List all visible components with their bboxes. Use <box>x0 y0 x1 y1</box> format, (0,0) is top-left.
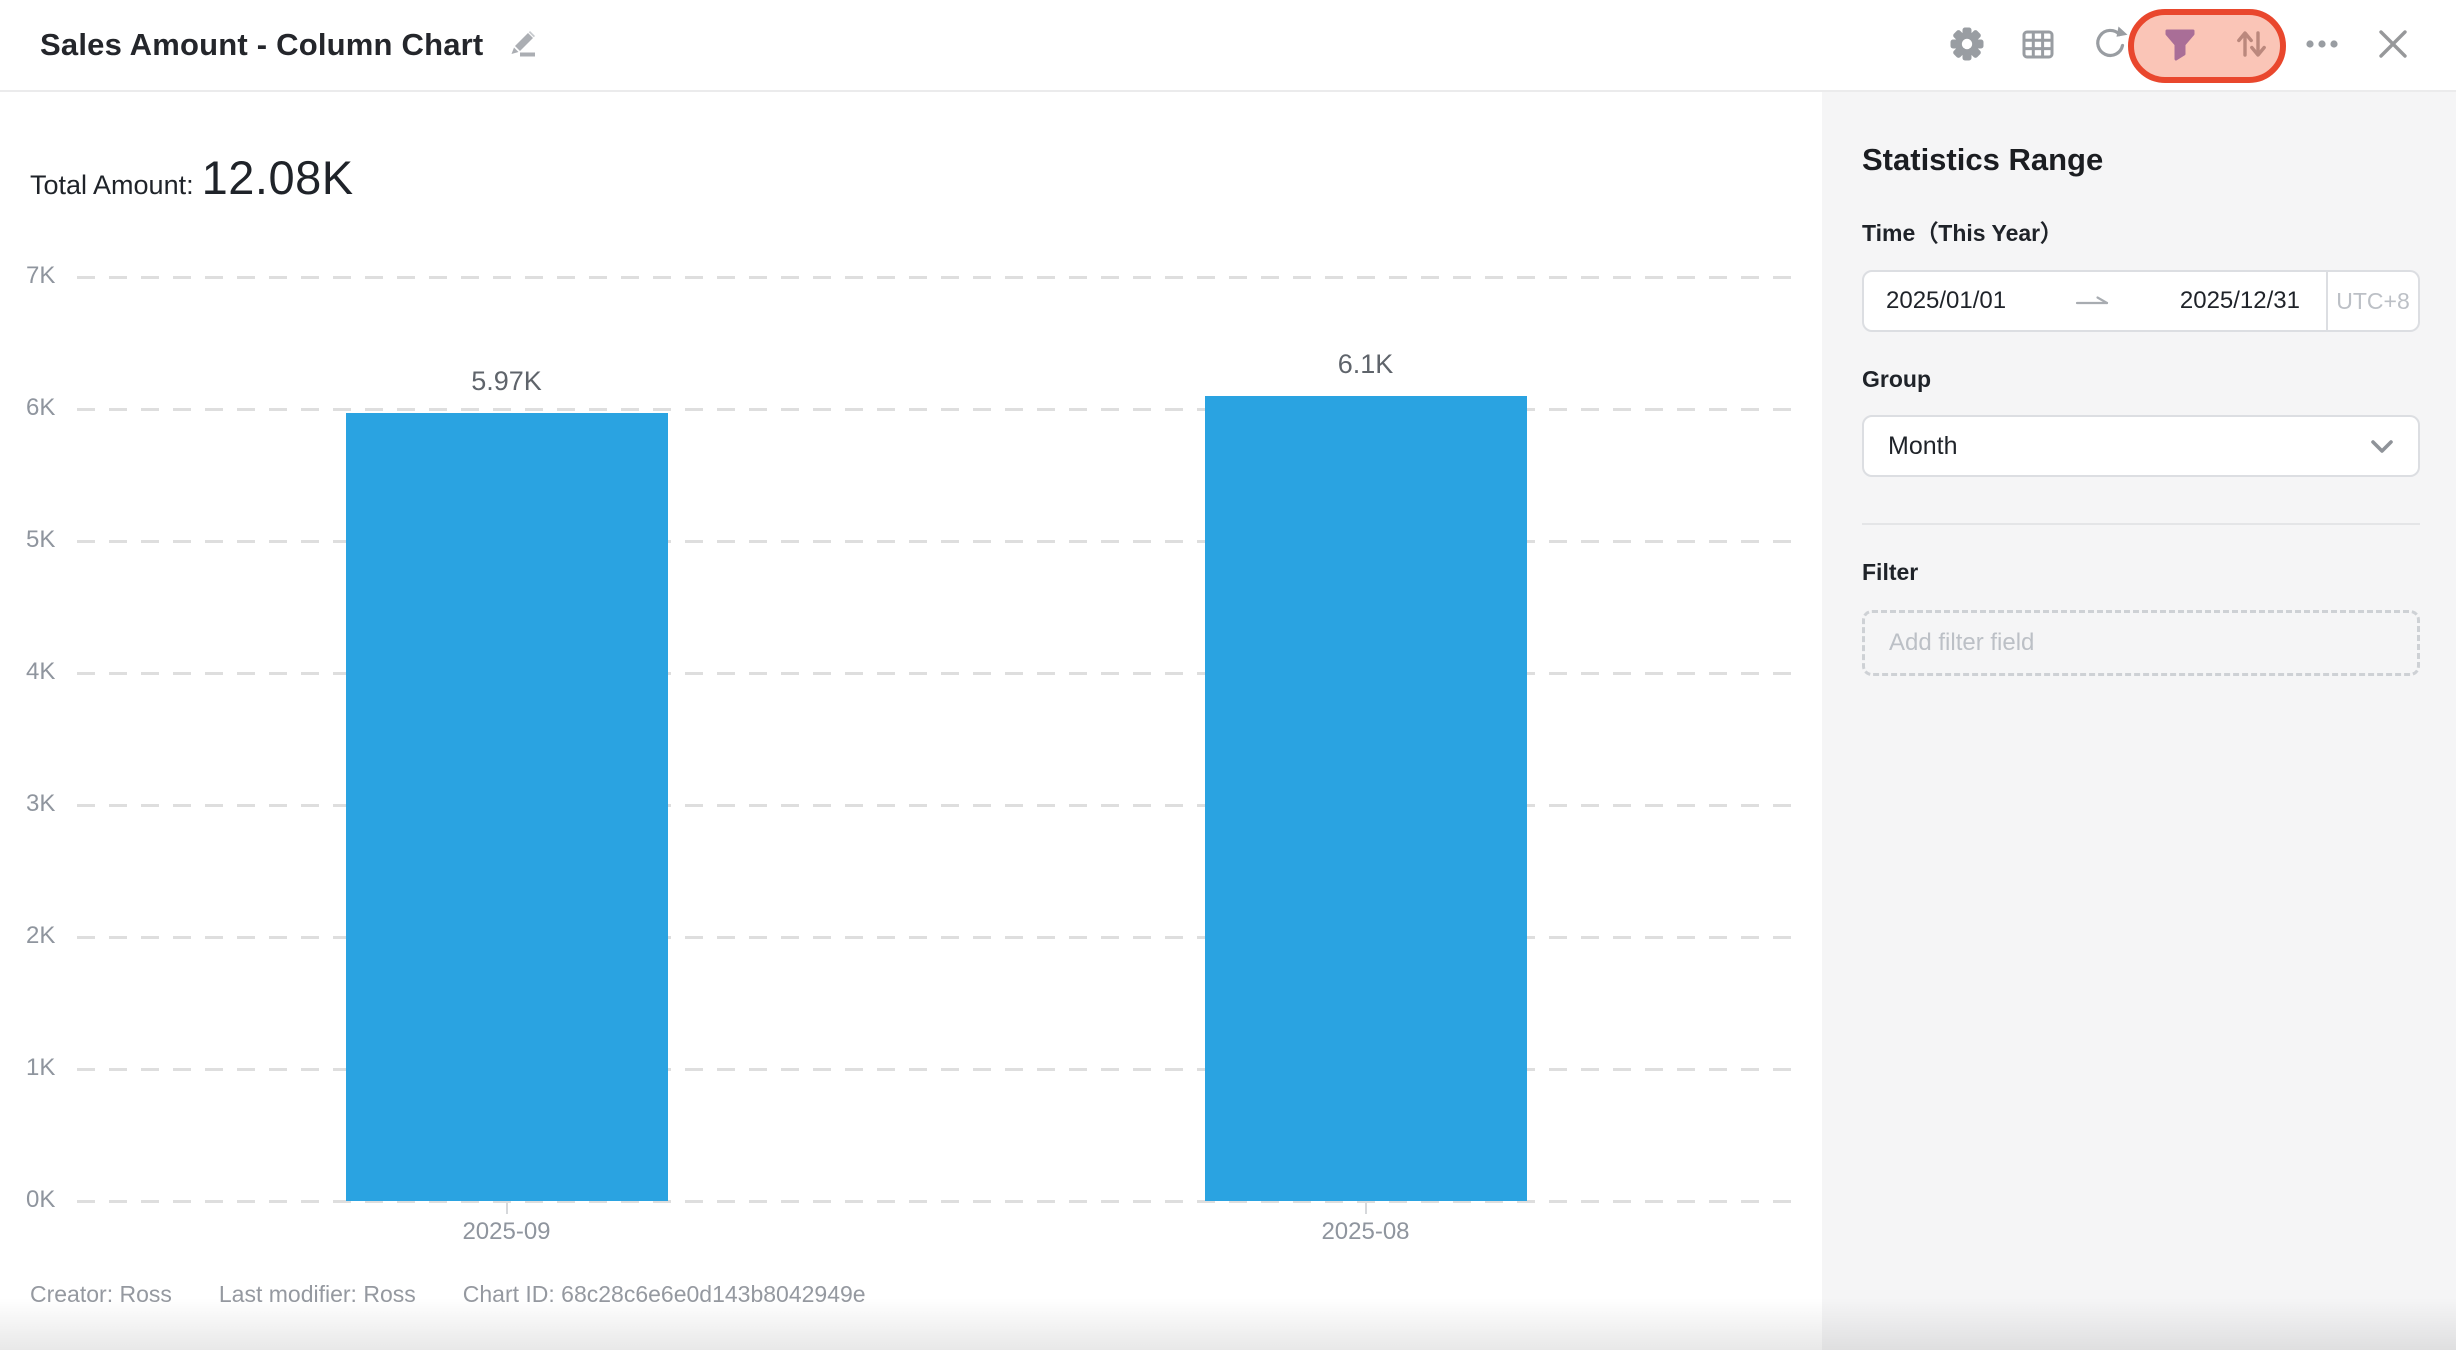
end-date-field[interactable]: 2025/12/31 <box>2179 287 2300 314</box>
x-axis-tick <box>505 1203 508 1214</box>
sidebar-divider <box>1862 523 2420 525</box>
y-axis-tick-label: 7K <box>26 262 56 289</box>
time-field-label: Time（This Year） <box>1862 220 2064 246</box>
modifier-value: Ross <box>363 1281 416 1307</box>
chevron-down-icon <box>2370 432 2394 461</box>
statistics-range-panel: Statistics Range Time（This Year） 2025/01… <box>1822 92 2456 1350</box>
edit-pencil-icon <box>503 23 543 68</box>
creator-info: Creator: Ross <box>30 1281 172 1308</box>
y-axis-tick-label: 5K <box>26 526 56 553</box>
more-actions-button[interactable] <box>2303 27 2341 65</box>
settings-button[interactable] <box>1948 27 1986 65</box>
y-axis-tick-label: 4K <box>26 658 56 685</box>
modifier-label: Last modifier: <box>218 1281 357 1307</box>
date-range-input: 2025/01/01 2025/12/31 UTC+8 <box>1862 270 2420 332</box>
x-axis-tick <box>1364 1203 1367 1214</box>
bar[interactable] <box>1204 395 1527 1201</box>
top-bar: Sales Amount - Column Chart <box>0 0 2456 92</box>
creator-value: Ross <box>119 1281 172 1307</box>
chart-id-info: Chart ID: 68c28c6e6e0d143b8042949e <box>463 1281 866 1308</box>
add-filter-placeholder: Add filter field <box>1889 629 2035 656</box>
data-table-button[interactable] <box>2019 27 2057 65</box>
group-select[interactable]: Month <box>1862 415 2420 477</box>
chart-id-value: 68c28c6e6e0d143b8042949e <box>561 1281 866 1307</box>
refresh-icon <box>2090 25 2128 68</box>
modifier-info: Last modifier: Ross <box>219 1281 416 1308</box>
chart-meta-footer: Creator: Ross Last modifier: Ross Chart … <box>30 1281 866 1308</box>
panel-title: Statistics Range <box>1862 142 2104 177</box>
close-button[interactable] <box>2374 27 2412 65</box>
page-title: Sales Amount - Column Chart <box>40 27 484 62</box>
gridline <box>77 275 1795 279</box>
table-grid-icon <box>2019 25 2057 68</box>
y-axis-tick-label: 0K <box>26 1186 56 1213</box>
gridline <box>77 407 1795 411</box>
group-select-value: Month <box>1888 431 1958 460</box>
sort-button[interactable] <box>2232 27 2270 65</box>
total-label: Total Amount: <box>30 170 194 200</box>
gridline <box>77 1199 1795 1203</box>
y-axis-tick-label: 6K <box>26 394 56 421</box>
chart-id-label: Chart ID: <box>462 1281 555 1307</box>
gridline <box>77 1067 1795 1071</box>
timezone-label: UTC+8 <box>2326 272 2418 330</box>
y-axis-tick-label: 1K <box>26 1054 56 1081</box>
bar-value-label: 6.1K <box>1337 348 1394 379</box>
bar[interactable] <box>345 412 668 1201</box>
chart-toolbar <box>1948 0 2412 92</box>
gear-icon <box>1948 25 1986 68</box>
gridline <box>77 935 1795 939</box>
edit-title-button[interactable] <box>503 23 543 68</box>
filter-field-label: Filter <box>1862 559 1919 585</box>
x-category-label: 2025-08 <box>1321 1218 1410 1245</box>
group-field-label: Group <box>1862 366 1931 392</box>
gridline <box>77 539 1795 543</box>
close-x-icon <box>2374 25 2412 68</box>
sort-arrows-icon <box>2232 25 2270 68</box>
creator-label: Creator: <box>30 1281 114 1307</box>
start-date-field[interactable]: 2025/01/01 <box>1886 287 2007 314</box>
y-axis-tick-label: 3K <box>26 790 56 817</box>
ellipsis-icon <box>2303 25 2341 68</box>
column-chart: 0K 1K 2K 3K 4K 5K 6K 7K 5.97K 2025-09 6.1K 2025-08 <box>26 262 1795 1245</box>
refresh-button[interactable] <box>2090 25 2128 68</box>
filter-button[interactable] <box>2161 27 2199 65</box>
total-value: 12.08K <box>201 151 354 204</box>
total-summary: Total Amount: 12.08K <box>30 150 354 205</box>
y-axis-tick-label: 2K <box>26 922 56 949</box>
gridline <box>77 803 1795 807</box>
x-category-label: 2025-09 <box>462 1218 551 1245</box>
filter-funnel-icon <box>2161 25 2199 68</box>
gridline <box>77 671 1795 675</box>
bar-value-label: 5.97K <box>471 365 542 396</box>
range-arrow-icon <box>2075 294 2111 308</box>
add-filter-field-button[interactable]: Add filter field <box>1862 610 2420 676</box>
